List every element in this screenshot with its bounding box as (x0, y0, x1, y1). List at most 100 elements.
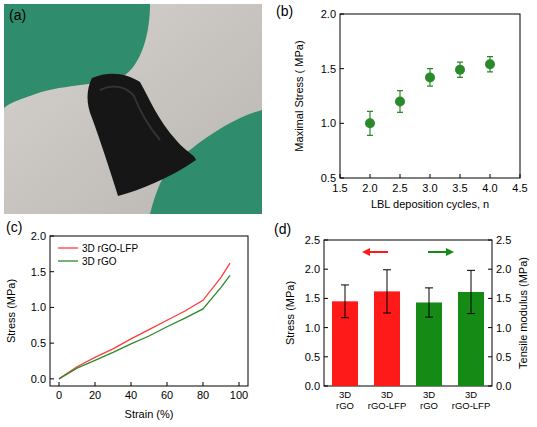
y-tick (488, 327, 492, 328)
y-tick (488, 386, 492, 387)
error-bar (425, 288, 433, 317)
point (425, 72, 435, 82)
x-tick (239, 382, 240, 386)
y-tick (324, 327, 328, 328)
y-tick-label: 1.5 (31, 266, 46, 278)
data-group (59, 263, 230, 379)
x-tick-label: 20 (89, 389, 101, 401)
line (59, 263, 230, 379)
line (59, 275, 230, 379)
y-tick (50, 378, 54, 379)
panel-label: (a) (9, 7, 26, 23)
y-axis-title: Stress (MPa) (5, 279, 17, 343)
x-tick-label: 40 (125, 389, 137, 401)
y-tick-label: 0.0 (31, 373, 46, 385)
x-tick-label: 100 (230, 389, 248, 401)
y2-axis-title: Tensile modulus (MPa) (517, 257, 529, 369)
label-line: rGO (420, 400, 438, 411)
x-tick (520, 174, 521, 178)
y-tick-label: 1.0 (31, 301, 46, 313)
x-tick-label: 2.0 (362, 182, 377, 194)
label-line: rGO (336, 400, 354, 411)
plot-frame (324, 240, 492, 386)
x-tick (95, 382, 96, 386)
y-tick-label: 2.0 (31, 230, 46, 242)
x-tick-label: 3.0 (422, 182, 437, 194)
y-tick (324, 356, 328, 357)
label-line: 3D (423, 389, 435, 400)
y-tick (488, 240, 492, 241)
x-tick (370, 174, 371, 178)
y-tick (324, 386, 328, 387)
legend-label: 3D rGO-LFP (82, 243, 138, 254)
legend-swatch (58, 247, 78, 248)
x-tick-label: 3DrGO (420, 389, 438, 411)
error-bar (341, 285, 349, 318)
y-tick (50, 307, 54, 308)
label-line: rGO-LFP (368, 400, 407, 411)
label-line: 3D (381, 389, 393, 400)
x-axis-title: LBL deposition cycles, n (371, 198, 489, 210)
x-tick-label: 3DrGO-LFP (452, 389, 491, 411)
legend-label: 3D rGO (82, 256, 117, 267)
x-tick-label: 3DrGO (336, 389, 354, 411)
y-tick-label: 1.5 (305, 292, 320, 304)
x-tick (340, 174, 341, 178)
x-tick-label: 1.5 (332, 182, 347, 194)
y-tick (488, 269, 492, 270)
y-tick (324, 240, 328, 241)
x-tick-label: 4.5 (512, 182, 527, 194)
plot-frame (340, 14, 520, 178)
panel: (a) (4, 4, 262, 214)
x-tick-label: 80 (197, 389, 209, 401)
y-tick-label: 1.5 (496, 292, 511, 304)
y-tick (50, 271, 54, 272)
arrow-head (362, 248, 370, 256)
label-line: 3D (339, 389, 351, 400)
y-axis-title: Maximal Stress ( MPa) (293, 40, 305, 151)
plot-frame (50, 236, 248, 386)
panel-label: (d) (274, 221, 291, 237)
photo-background (4, 4, 262, 214)
error-bar (383, 270, 391, 313)
panel: 0.00.51.01.52.00204060801003D rGO-LFP3D … (5, 219, 248, 420)
y-tick-label: 0.5 (31, 337, 46, 349)
y-tick-label: 1.0 (321, 117, 336, 129)
x-tick (167, 382, 168, 386)
y-tick (340, 68, 344, 69)
y-tick (340, 178, 344, 179)
y-tick-label: 0.5 (496, 351, 511, 363)
y-tick-label: 1.5 (321, 63, 336, 75)
x-tick (490, 174, 491, 178)
y-tick-label: 0.0 (305, 380, 320, 392)
y-tick (340, 14, 344, 15)
y-axis-title: Stress (MPa) (284, 281, 296, 345)
x-tick (400, 174, 401, 178)
x-tick (460, 174, 461, 178)
y-tick (324, 298, 328, 299)
panel-label: (c) (6, 219, 22, 235)
point (395, 96, 405, 106)
x-tick-label: 3.5 (452, 182, 467, 194)
foam-texture (100, 87, 160, 140)
y-tick-label: 2.0 (496, 263, 511, 275)
legend-swatch (58, 260, 78, 261)
x-tick-label: 60 (161, 389, 173, 401)
x-tick (131, 382, 132, 386)
x-tick-label: 3DrGO-LFP (368, 389, 407, 411)
error-bar (467, 270, 475, 313)
label-line: rGO-LFP (452, 400, 491, 411)
x-tick (430, 174, 431, 178)
point (485, 59, 495, 69)
y-tick (488, 298, 492, 299)
x-axis-title: Strain (%) (125, 408, 174, 420)
data-group (332, 270, 484, 386)
y-tick (50, 236, 54, 237)
y-tick (488, 356, 492, 357)
x-tick-label: 4.0 (482, 182, 497, 194)
y-tick (50, 343, 54, 344)
foam (88, 74, 197, 196)
arrow-head (446, 248, 454, 256)
y-tick (324, 269, 328, 270)
y-tick-label: 0.0 (496, 380, 511, 392)
